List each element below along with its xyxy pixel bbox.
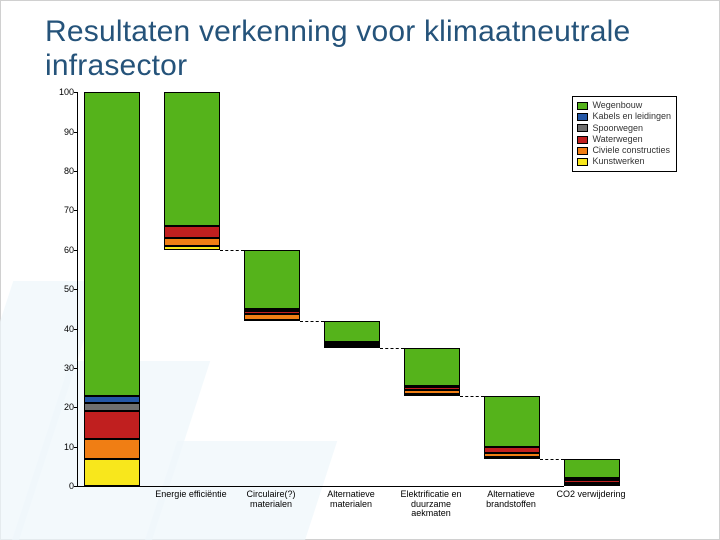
bar-segment-waterwegen: [324, 344, 380, 346]
y-tick-label: 0: [48, 481, 74, 491]
bar-segment-wegenbouw: [324, 321, 380, 343]
y-tick-label: 40: [48, 324, 74, 334]
bar-segment-kabels: [84, 396, 140, 404]
y-tick-mark: [74, 368, 78, 369]
bar-segment-wegenbouw: [404, 348, 460, 385]
y-tick-mark: [74, 447, 78, 448]
legend-label: Civiele constructies: [592, 145, 670, 156]
y-tick-label: 10: [48, 442, 74, 452]
chart: WegenbouwKabels en leidingenSpoorwegenWa…: [41, 88, 681, 520]
y-tick-label: 30: [48, 363, 74, 373]
legend-swatch: [577, 124, 588, 132]
legend-label: Wegenbouw: [592, 100, 642, 111]
bar-segment-kunstwerken: [84, 459, 140, 487]
connector-line: [140, 486, 164, 487]
bar-segment-waterwegen: [164, 226, 220, 238]
x-tick-label: Elektrificatie en duurzame aekmaten: [391, 490, 471, 518]
y-tick-mark: [74, 210, 78, 211]
connector-line: [380, 348, 404, 349]
legend-item: Kunstwerken: [577, 156, 671, 167]
bar-segment-civiel: [484, 453, 540, 457]
bar-segment-waterwegen: [564, 480, 620, 484]
slide: Resultaten verkenning voor klimaatneutra…: [0, 0, 720, 540]
y-tick-mark: [74, 289, 78, 290]
x-tick-label: CO2 verwijdering: [551, 490, 631, 499]
bar-segment-kunstwerken: [164, 246, 220, 250]
legend-label: Spoorwegen: [592, 123, 643, 134]
plot-area: 0102030405060708090100: [77, 92, 564, 487]
legend-swatch: [577, 136, 588, 144]
bar-segment-wegenbouw: [164, 92, 220, 226]
bar-segment-spoorwegen: [244, 309, 300, 311]
legend: WegenbouwKabels en leidingenSpoorwegenWa…: [572, 96, 677, 172]
y-tick-mark: [74, 171, 78, 172]
y-tick-label: 50: [48, 284, 74, 294]
x-tick-label: Circulaire(?) materialen: [231, 490, 311, 509]
bar-segment-kunstwerken: [484, 457, 540, 459]
legend-item: Civiele constructies: [577, 145, 671, 156]
y-tick-mark: [74, 132, 78, 133]
y-tick-mark: [74, 329, 78, 330]
legend-item: Spoorwegen: [577, 123, 671, 134]
legend-item: Waterwegen: [577, 134, 671, 145]
y-tick-label: 60: [48, 245, 74, 255]
bar-segment-wegenbouw: [244, 250, 300, 309]
legend-swatch: [577, 147, 588, 155]
legend-item: Kabels en leidingen: [577, 111, 671, 122]
bar-segment-wegenbouw: [84, 92, 140, 395]
bar-segment-waterwegen: [84, 411, 140, 439]
connector-line: [300, 321, 324, 322]
bar-column: [324, 321, 380, 349]
bar-column: [164, 92, 220, 250]
legend-swatch: [577, 158, 588, 166]
bar-segment-civiel: [564, 483, 620, 485]
x-tick-label: Energie efficiëntie: [151, 490, 231, 499]
bar-segment-wegenbouw: [484, 396, 540, 447]
y-tick-label: 20: [48, 402, 74, 412]
y-tick-mark: [74, 486, 78, 487]
y-tick-label: 100: [48, 87, 74, 97]
legend-swatch: [577, 113, 588, 121]
bar-column: [404, 348, 460, 395]
bar-segment-waterwegen: [244, 311, 300, 314]
bar-column: [84, 92, 140, 486]
bar-segment-waterwegen: [484, 447, 540, 453]
legend-swatch: [577, 102, 588, 110]
connector-line: [220, 250, 244, 251]
x-tick-label: Alternatieve materialen: [311, 490, 391, 509]
y-tick-label: 70: [48, 205, 74, 215]
connector-line: [540, 459, 564, 460]
page-title: Resultaten verkenning voor klimaatneutra…: [45, 15, 691, 82]
x-tick-label: Alternatieve brandstoffen: [471, 490, 551, 509]
y-tick-mark: [74, 407, 78, 408]
legend-label: Waterwegen: [592, 134, 642, 145]
bar-segment-civiel: [404, 390, 460, 394]
legend-item: Wegenbouw: [577, 100, 671, 111]
y-tick-mark: [74, 250, 78, 251]
bar-column: [564, 459, 620, 487]
legend-label: Kabels en leidingen: [592, 111, 671, 122]
y-tick-label: 80: [48, 166, 74, 176]
y-tick-label: 90: [48, 127, 74, 137]
bar-segment-civiel: [84, 439, 140, 459]
bar-segment-civiel: [164, 238, 220, 246]
bar-segment-spoorwegen: [84, 403, 140, 411]
bar-column: [244, 250, 300, 321]
bar-column: [484, 396, 540, 459]
bar-segment-wegenbouw: [564, 459, 620, 479]
bar-segment-waterwegen: [404, 387, 460, 390]
y-tick-mark: [74, 92, 78, 93]
connector-line: [460, 396, 484, 397]
bar-segment-civiel: [324, 346, 380, 348]
bar-segment-civiel: [244, 314, 300, 320]
legend-label: Kunstwerken: [592, 156, 644, 167]
